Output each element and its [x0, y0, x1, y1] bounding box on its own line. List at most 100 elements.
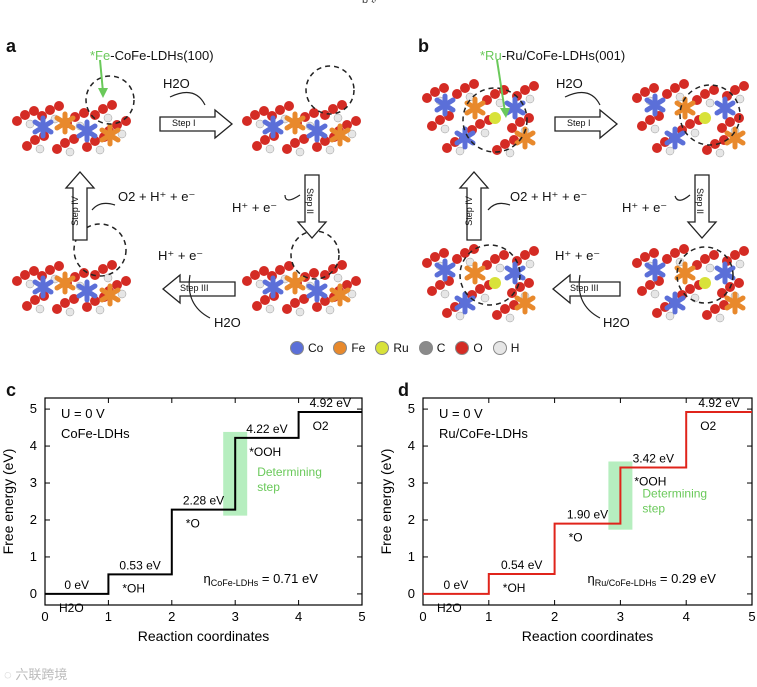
y-tick-label: 0	[408, 586, 415, 601]
site-pointer-b	[496, 59, 506, 113]
legend-label: Fe	[351, 341, 366, 355]
energy-value-label: 4.92 eV	[310, 396, 351, 410]
step4-label-a: Step IV	[69, 196, 80, 226]
y-tick-label: 3	[408, 475, 415, 490]
determining-step-label-1: Determining	[257, 465, 322, 479]
legend-item-o: O	[455, 341, 483, 355]
step3-arrow-a	[161, 273, 236, 305]
step3-arrow-b	[551, 273, 621, 305]
step4-arrow-b	[458, 171, 490, 241]
legend-label: H	[510, 341, 520, 355]
species-label: H2O	[437, 601, 462, 615]
watermark-text: 六联跨境	[15, 667, 68, 682]
plot-frame	[422, 397, 753, 606]
structure-a-4	[12, 223, 131, 316]
chart-d: 0 1 2 3 4 5 0 1 2 3 4 5 Reaction coordinates Free ene…	[378, 396, 756, 644]
y-axis-label: Free energy (eV)	[0, 449, 16, 555]
product-b-2: H⁺ + e⁻	[622, 200, 668, 215]
overpotential-label: ηCoFe-LDHs = 0.71 eV	[204, 571, 319, 588]
structure-b-1	[422, 79, 539, 157]
step1-label-a: Step I	[172, 118, 196, 128]
overpotential-subscript: Ru/CoFe-LDHs	[595, 578, 657, 588]
x-axis-label: Reaction coordinates	[522, 628, 654, 644]
x-axis-label: Reaction coordinates	[138, 628, 270, 644]
determining-step-label-1: Determining	[642, 487, 707, 501]
determining-step-label-2: step	[257, 480, 280, 494]
species-label: *O	[186, 517, 200, 531]
overpotential-value: = 0.71 eV	[258, 571, 318, 586]
h2o-in-b-1: H2O	[556, 76, 583, 91]
y-axis-label: Free energy (eV)	[378, 449, 394, 555]
structure-a-1	[12, 75, 135, 156]
y-tick-label: 4	[30, 438, 37, 453]
product-b-3: H⁺ + e⁻	[555, 248, 601, 263]
panel-b-site-label: *Ru-Ru/CoFe-LDHs(001)	[480, 48, 625, 63]
free-energy-step-line	[423, 411, 752, 595]
product-a-2: H⁺ + e⁻	[232, 200, 278, 215]
legend-item-ru: Ru	[375, 341, 409, 355]
product-a-4: O2 + H⁺ + e⁻	[118, 189, 196, 204]
step2-label-a: Step II	[305, 187, 316, 215]
h2o-in-a-3: H2O	[214, 315, 241, 330]
legend-swatch-fe	[333, 341, 348, 355]
step2-label-b: Step II	[695, 187, 706, 215]
step4-arrow-a	[64, 171, 96, 241]
x-tick-label: 3	[617, 609, 624, 624]
panel-letter-a: a	[6, 36, 17, 56]
panel-letter-b: b	[418, 36, 429, 56]
y-tick-label: 1	[408, 549, 415, 564]
legend-label: Co	[308, 341, 324, 355]
chart-c: 0 1 2 3 4 5 0 1 2 3 4 5 Reaction coordinates Free ene…	[0, 396, 366, 644]
legend-label: O	[473, 341, 483, 355]
species-label: *OOH	[249, 445, 281, 459]
panel-letter-d: d	[398, 380, 409, 400]
x-tick-label: 5	[748, 609, 755, 624]
step4-label-b: Step IV	[463, 196, 474, 226]
panel-b-site-prefix: *Ru	[480, 48, 502, 63]
y-tick-label: 4	[408, 438, 415, 453]
species-label: O2	[313, 419, 329, 433]
step2-arrow-b	[686, 174, 718, 239]
overpotential-symbol: η	[588, 571, 595, 586]
condition-material: CoFe-LDHs	[61, 426, 130, 441]
x-tick-label: 2	[168, 609, 175, 624]
panel-letter-c: c	[6, 380, 17, 400]
watermark: ◌ 六联跨境	[4, 664, 67, 683]
panel-a-site-rest: -CoFe-LDHs(100)	[110, 48, 214, 63]
y-tick-label: 2	[408, 512, 415, 527]
legend-swatch-co	[290, 341, 304, 355]
overpotential-subscript: CoFe-LDHs	[211, 578, 259, 588]
legend-label: C	[436, 341, 446, 355]
plot-frame	[44, 397, 363, 606]
species-label: *OH	[122, 581, 145, 595]
species-label: *OH	[503, 581, 526, 595]
legend-item-h: H	[492, 341, 520, 355]
energy-value-label: 3.42 eV	[633, 451, 674, 465]
legend-label: Ru	[393, 341, 409, 355]
species-label: *OOH	[634, 474, 666, 488]
structure-a-3	[242, 230, 361, 316]
overpotential-symbol: η	[204, 571, 211, 586]
y-tick-label: 5	[408, 401, 415, 416]
condition-potential: U = 0 V	[439, 406, 483, 421]
x-tick-label: 0	[419, 609, 426, 624]
x-tick-label: 1	[105, 609, 112, 624]
energy-value-label: 0.54 eV	[501, 558, 542, 572]
x-tick-label: 2	[551, 609, 558, 624]
panel-a-site-label: *Fe-CoFe-LDHs(100)	[90, 48, 214, 63]
reaction-cycle-diagram	[0, 59, 757, 335]
structure-b-2	[632, 79, 749, 157]
panel-b-site-rest: -Ru/CoFe-LDHs(001)	[501, 48, 626, 63]
x-tick-label: 4	[295, 609, 302, 624]
x-tick-label: 1	[485, 609, 492, 624]
condition-potential: U = 0 V	[61, 406, 105, 421]
step2-arrow-a	[296, 174, 328, 239]
x-tick-label: 4	[683, 609, 690, 624]
legend-swatch-h	[492, 341, 507, 355]
x-tick-label: 3	[232, 609, 239, 624]
structure-a-2	[242, 65, 361, 156]
product-b-4: O2 + H⁺ + e⁻	[510, 189, 588, 204]
legend-swatch-c	[418, 341, 433, 355]
overpotential-value: = 0.29 eV	[656, 571, 716, 586]
step1-label-b: Step I	[567, 118, 591, 128]
